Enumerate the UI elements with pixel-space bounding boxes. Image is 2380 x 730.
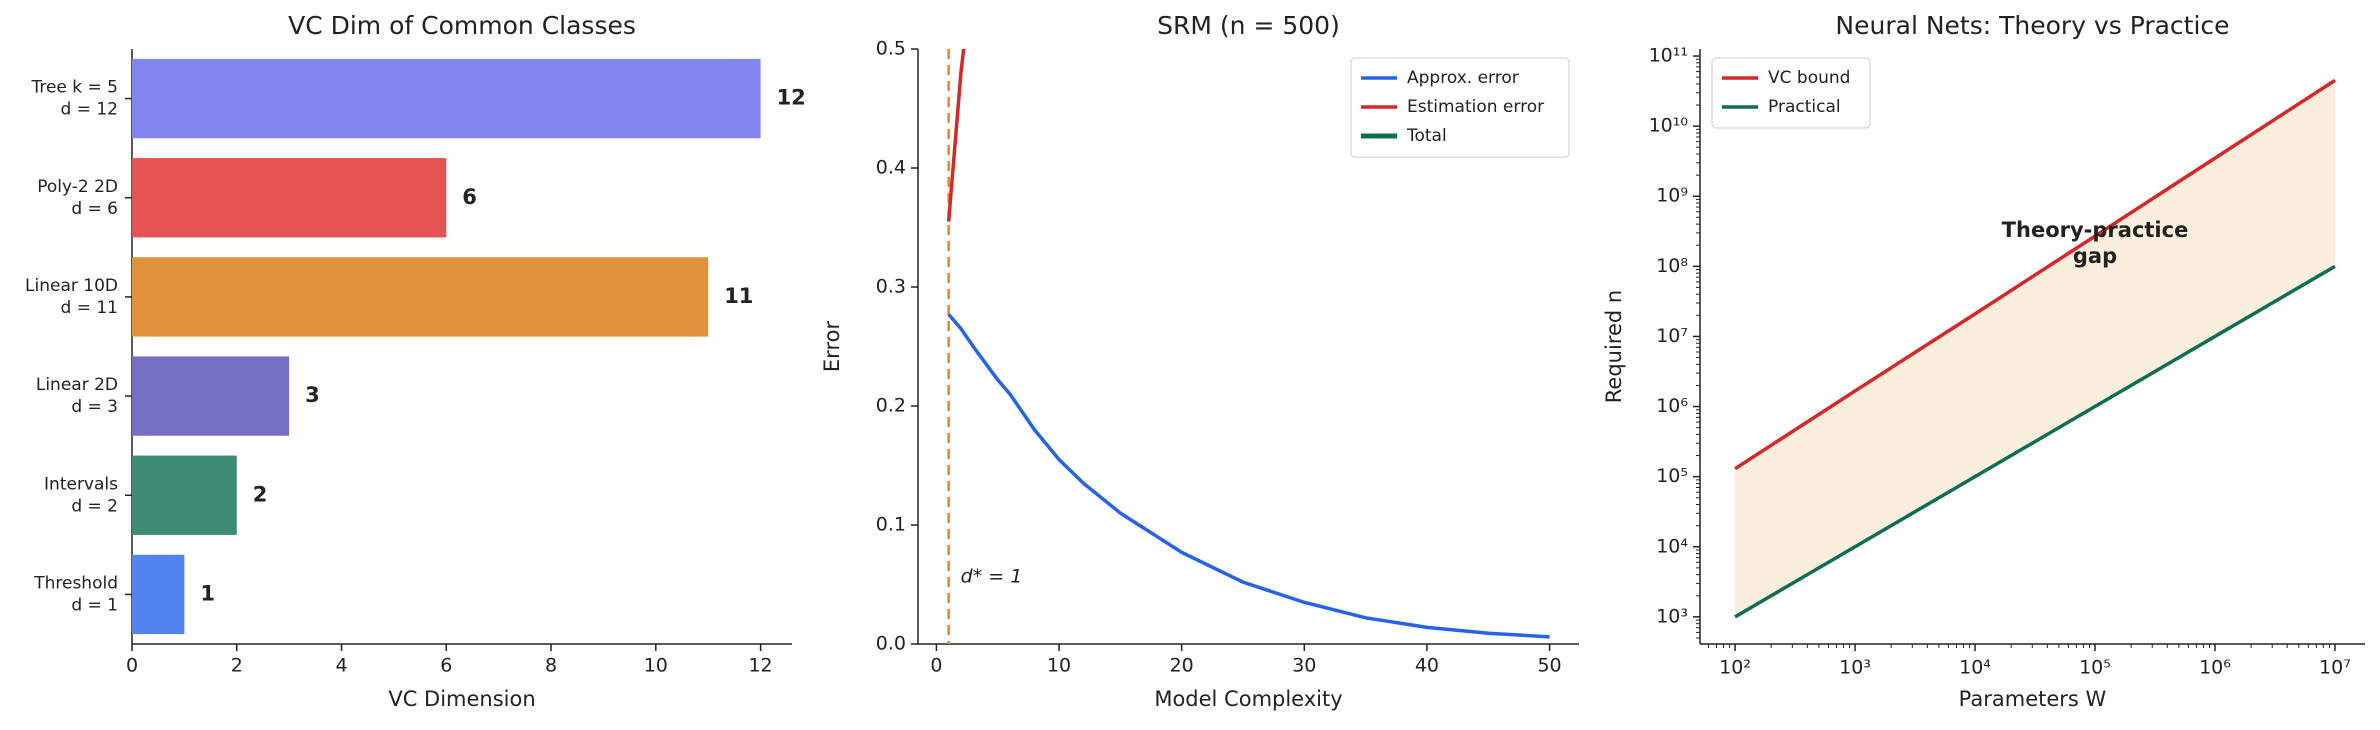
x-axis-label: Parameters W bbox=[1959, 687, 2107, 711]
y-tick-label: d = 1 bbox=[71, 595, 118, 615]
data-line bbox=[946, 49, 966, 222]
x-tick-label: 10 bbox=[1047, 655, 1071, 677]
legend-box bbox=[1350, 57, 1570, 158]
bar bbox=[132, 554, 185, 635]
legend-label: Total bbox=[1406, 126, 1447, 146]
y-tick-label: 0.3 bbox=[876, 276, 906, 298]
bar bbox=[132, 257, 709, 337]
annotation: Theory-practice bbox=[2002, 218, 2189, 242]
legend-label: Practical bbox=[1768, 97, 1841, 117]
x-tick-label: 6 bbox=[440, 655, 452, 677]
legend-label: VC bound bbox=[1768, 68, 1850, 88]
x-tick-label: 40 bbox=[1415, 655, 1439, 677]
chart-title: Neural Nets: Theory vs Practice bbox=[1835, 11, 2229, 40]
y-axis-label: Required n bbox=[1602, 290, 1626, 403]
y-tick-label: Linear 10D bbox=[25, 276, 118, 296]
data-line bbox=[1734, 78, 2336, 471]
chart-title: VC Dim of Common Classes bbox=[288, 11, 636, 40]
value-label: 11 bbox=[724, 284, 753, 308]
value-label: 6 bbox=[462, 185, 477, 209]
x-tick-label: 10⁶ bbox=[2199, 657, 2231, 679]
y-tick-label: Intervals bbox=[44, 474, 118, 494]
y-tick-label: 10¹¹ bbox=[1649, 45, 1688, 67]
x-axis-label: Model Complexity bbox=[1154, 687, 1342, 711]
y-tick-label: d = 6 bbox=[71, 199, 118, 219]
y-tick-label: 10⁸ bbox=[1656, 255, 1688, 277]
value-label: 1 bbox=[200, 581, 215, 605]
y-tick-label: 0.2 bbox=[876, 395, 906, 417]
y-tick-label: Tree k = 5 bbox=[30, 78, 118, 98]
x-tick-label: 30 bbox=[1292, 655, 1316, 677]
x-tick-label: 20 bbox=[1170, 655, 1194, 677]
x-axis-label: VC Dimension bbox=[388, 687, 535, 711]
data-line bbox=[1734, 264, 2336, 619]
x-tick-label: 10⁷ bbox=[2319, 657, 2351, 679]
x-tick-label: 10⁴ bbox=[1959, 657, 1991, 679]
bar bbox=[132, 158, 447, 238]
x-tick-label: 10² bbox=[1719, 657, 1751, 679]
gap-area bbox=[1735, 80, 2335, 617]
y-tick-label: 0.0 bbox=[876, 633, 906, 655]
legend-box bbox=[1711, 57, 1871, 129]
y-tick-label: d = 2 bbox=[71, 496, 118, 516]
y-tick-label: d = 12 bbox=[61, 100, 118, 120]
x-tick-label: 12 bbox=[748, 655, 772, 677]
bar bbox=[132, 58, 761, 139]
y-tick-label: 0.4 bbox=[876, 157, 906, 179]
x-tick-label: 10³ bbox=[1839, 657, 1871, 679]
annotation: gap bbox=[2073, 244, 2117, 268]
value-label: 3 bbox=[305, 383, 320, 407]
x-tick-label: 10⁵ bbox=[2079, 657, 2111, 679]
y-tick-label: Threshold bbox=[33, 573, 118, 593]
bar bbox=[132, 455, 237, 535]
legend-label: Estimation error bbox=[1407, 97, 1544, 117]
x-tick-label: 50 bbox=[1537, 655, 1561, 677]
value-label: 12 bbox=[777, 86, 806, 110]
y-tick-label: 10¹⁰ bbox=[1649, 115, 1688, 137]
y-tick-label: 10³ bbox=[1656, 605, 1688, 627]
y-tick-label: 10⁶ bbox=[1656, 395, 1688, 417]
annotation: d* = 1 bbox=[961, 566, 1023, 588]
chart-title: SRM (n = 500) bbox=[1157, 11, 1340, 40]
x-tick-label: 4 bbox=[335, 655, 347, 677]
x-tick-label: 10 bbox=[644, 655, 668, 677]
y-tick-label: 0.5 bbox=[876, 38, 906, 60]
y-tick-label: d = 11 bbox=[61, 298, 118, 318]
x-tick-label: 0 bbox=[930, 655, 942, 677]
x-tick-label: 2 bbox=[231, 655, 243, 677]
y-tick-label: 10⁹ bbox=[1656, 185, 1688, 207]
bar bbox=[132, 356, 290, 436]
legend-label: Approx. error bbox=[1407, 68, 1519, 88]
y-tick-label: d = 3 bbox=[71, 397, 118, 417]
y-tick-label: 10⁵ bbox=[1656, 465, 1688, 487]
x-tick-label: 0 bbox=[126, 655, 138, 677]
x-tick-label: 8 bbox=[545, 655, 557, 677]
y-axis-label: Error bbox=[820, 321, 844, 373]
value-label: 2 bbox=[253, 482, 268, 506]
y-tick-label: 0.1 bbox=[876, 514, 906, 536]
y-tick-label: Poly-2 2D bbox=[37, 177, 118, 197]
y-tick-label: 10⁷ bbox=[1656, 325, 1688, 347]
data-line bbox=[947, 313, 1550, 639]
plot-area bbox=[946, 49, 1550, 644]
y-tick-label: 10⁴ bbox=[1656, 535, 1688, 557]
y-tick-label: Linear 2D bbox=[36, 375, 118, 395]
